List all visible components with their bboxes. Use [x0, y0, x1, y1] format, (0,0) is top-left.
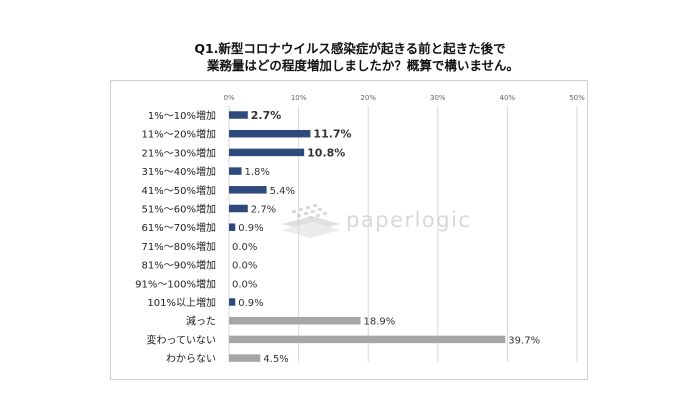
value-label: 0.9%	[238, 223, 263, 234]
x-tick-label: 20%	[360, 94, 376, 102]
value-label: 0.0%	[232, 242, 257, 253]
category-label: 変わっていない	[147, 333, 217, 346]
category-label: 61%〜70%増加	[142, 221, 216, 234]
bar	[229, 335, 506, 344]
paperlogic-watermark: paperlogic	[278, 204, 478, 240]
category-label: 1%〜10%増加	[148, 109, 216, 122]
value-label: 39.7%	[508, 335, 540, 346]
paperlogic-logo-icon	[282, 204, 340, 238]
watermark-text: paperlogic	[346, 208, 472, 232]
x-tick-label: 50%	[569, 94, 585, 102]
bar	[229, 354, 261, 362]
x-tick-label: 0%	[223, 94, 234, 102]
category-label: 41%〜50%増加	[142, 184, 216, 197]
value-label: 11.7%	[313, 128, 351, 141]
category-label: わからない	[166, 353, 216, 365]
bar	[229, 223, 236, 231]
bar	[229, 148, 305, 157]
x-tick-label: 40%	[500, 94, 516, 102]
category-label: 51%〜60%増加	[142, 203, 216, 216]
category-label: 101%以上増加	[147, 296, 216, 309]
value-label: 2.7%	[251, 109, 282, 122]
value-label: 5.4%	[270, 186, 295, 197]
chart-title-line-1: Q1.新型コロナウイルス感染症が起きる前と起きた後で	[194, 41, 506, 56]
category-label: 91%〜100%増加	[135, 277, 216, 290]
category-label: 11%〜20%増加	[142, 128, 216, 141]
value-label: 0.0%	[232, 261, 257, 272]
value-label: 2.7%	[251, 205, 276, 216]
value-label: 1.8%	[245, 167, 270, 178]
bar	[229, 111, 248, 119]
bar	[229, 129, 311, 138]
bar	[229, 204, 248, 213]
value-label: 0.0%	[232, 279, 257, 290]
category-label: 31%〜40%増加	[142, 165, 216, 178]
bar	[229, 298, 236, 306]
value-label: 4.5%	[263, 354, 288, 365]
category-label: 81%〜90%増加	[142, 259, 216, 272]
x-tick-label: 30%	[430, 94, 446, 102]
bar	[229, 186, 267, 194]
bar	[229, 316, 361, 325]
category-label: 71%〜80%増加	[142, 240, 216, 253]
x-tick-label: 10%	[291, 94, 307, 102]
value-label: 0.9%	[238, 298, 263, 309]
category-label: 減った	[186, 315, 216, 328]
chart-title: Q1.新型コロナウイルス感染症が起きる前と起きた後で 業務量はどの程度増加しまし…	[0, 40, 700, 74]
category-label: 21%〜30%増加	[142, 146, 216, 159]
chart-title-line-2: 業務量はどの程度増加しましたか？概算で構いません。	[206, 58, 520, 73]
value-label: 18.9%	[364, 317, 396, 328]
bar	[229, 167, 242, 175]
value-label: 10.8%	[307, 146, 345, 159]
